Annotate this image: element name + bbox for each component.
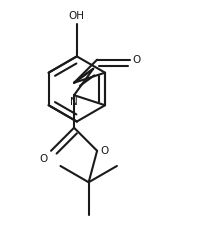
Text: OH: OH (69, 11, 85, 21)
Text: O: O (133, 55, 141, 65)
Text: N: N (70, 97, 78, 107)
Text: O: O (40, 154, 48, 164)
Text: O: O (100, 146, 108, 156)
